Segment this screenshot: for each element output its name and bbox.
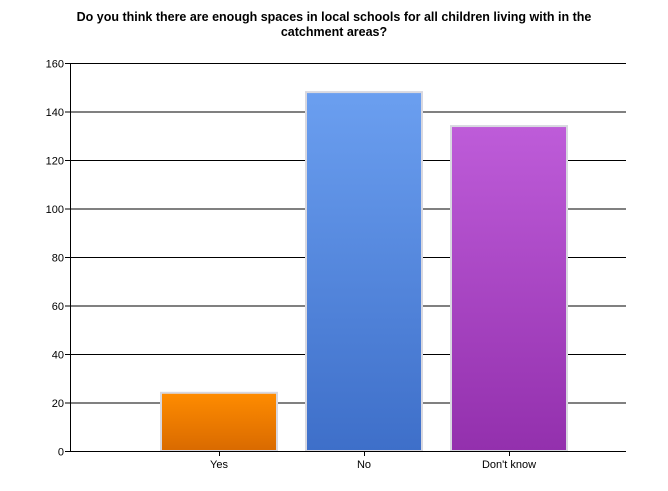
chart-title-line-2: catchment areas?: [280, 25, 388, 39]
bar-no: [305, 91, 423, 452]
y-tick-label: 120: [46, 156, 64, 168]
tick-labels: 0 20 40 60 80 100 120 140 160 Yes No Don't know: [46, 59, 536, 472]
y-tick-label: 160: [46, 59, 64, 71]
y-tick-label: 140: [46, 107, 64, 119]
x-tick-label: Don't know: [482, 459, 536, 471]
y-tick-label: 60: [52, 301, 64, 313]
bar-yes: [160, 391, 278, 452]
y-tick-label: 40: [52, 350, 64, 362]
bar-don-t-know: [450, 125, 568, 453]
y-tick-label: 20: [52, 398, 64, 410]
x-tick-label: No: [357, 459, 371, 471]
chart-title-line-1: Do you think there are enough spaces in …: [76, 10, 592, 24]
x-tick-label: Yes: [210, 459, 228, 471]
axes: [65, 63, 626, 456]
chart-title: Do you think there are enough spaces in …: [0, 10, 668, 40]
bars: [160, 91, 568, 453]
y-tick-label: 80: [52, 253, 64, 265]
y-tick-label: 0: [58, 447, 64, 459]
y-tick-label: 100: [46, 204, 64, 216]
